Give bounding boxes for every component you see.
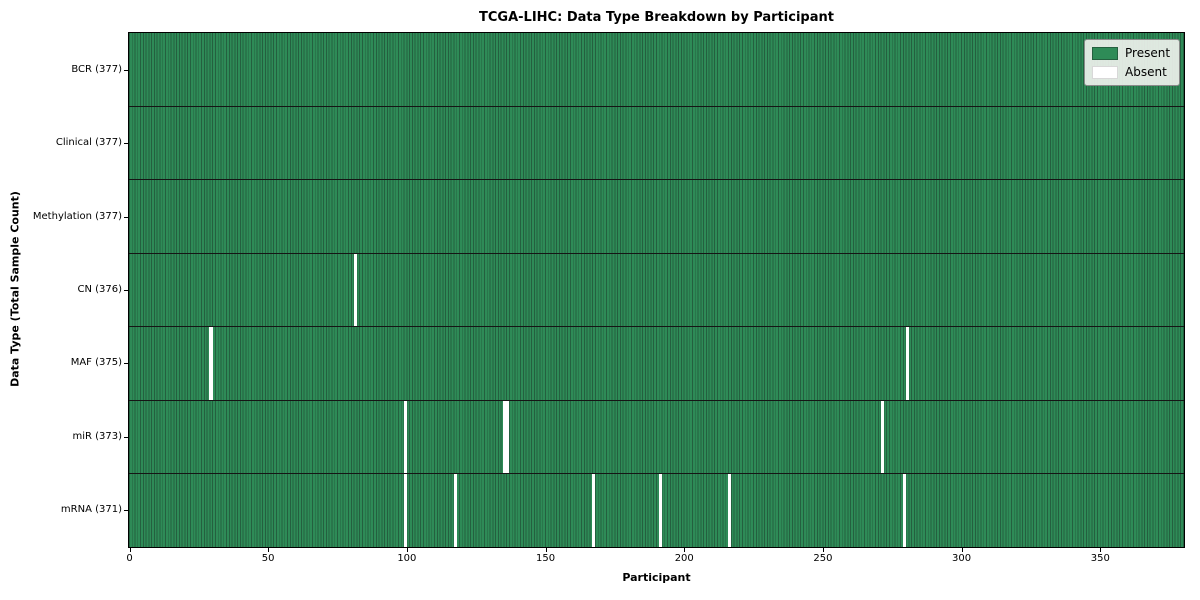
legend-item-present: Present [1092, 46, 1170, 60]
y-tick-label-miR: miR (373) [72, 430, 122, 442]
heatmap-row-CN [129, 253, 1184, 328]
heatmap-row-BCR [129, 33, 1184, 107]
legend-label-absent: Absent [1125, 65, 1167, 79]
absent-gap [592, 474, 596, 548]
y-tick-label-mRNA: mRNA (371) [60, 503, 122, 515]
legend-label-present: Present [1125, 46, 1171, 60]
legend-swatch-present [1092, 46, 1118, 60]
legend: Present Absent [1084, 39, 1181, 86]
absent-gap [403, 400, 407, 474]
y-tick-mark [124, 509, 128, 511]
absent-gap [453, 474, 457, 548]
heatmap-row-mRNA [129, 474, 1184, 548]
y-tick-label-BCR: BCR (377) [71, 64, 122, 76]
x-tick-label: 300 [952, 553, 972, 564]
legend-swatch-absent [1092, 65, 1118, 79]
legend-item-absent: Absent [1092, 65, 1170, 79]
x-tick-label: 250 [813, 553, 833, 564]
y-tick-mark [124, 216, 128, 218]
x-tick-mark [129, 548, 131, 552]
absent-gap [209, 327, 213, 400]
x-tick-label: 350 [1090, 553, 1110, 564]
x-tick-mark [684, 548, 686, 552]
x-tick-mark [406, 548, 408, 552]
absent-gap [503, 400, 507, 474]
x-tick-mark [268, 548, 270, 552]
plot-area [128, 32, 1185, 548]
heatmap-row-Clinical [129, 106, 1184, 181]
heatmap-row-miR [129, 400, 1184, 475]
x-tick-mark [961, 548, 963, 552]
heatmap-row-MAF [129, 327, 1184, 401]
chart-title: TCGA-LIHC: Data Type Breakdown by Partic… [479, 10, 834, 25]
x-tick-mark [822, 548, 824, 552]
y-tick-label-CN: CN (376) [77, 284, 122, 295]
y-tick-label-MAF: MAF (375) [70, 357, 122, 369]
absent-gap [506, 400, 510, 474]
x-tick-mark [545, 548, 547, 552]
absent-gap [880, 400, 884, 474]
x-tick-label: 200 [674, 553, 694, 564]
y-tick-label-Methylation: Methylation (377) [32, 210, 122, 222]
y-tick-mark [124, 70, 128, 72]
y-axis-title: Data Type (Total Sample Count) [8, 191, 22, 387]
absent-gap [403, 474, 407, 548]
y-tick-mark [124, 290, 128, 291]
x-tick-label: 100 [397, 553, 417, 564]
x-tick-mark [1100, 548, 1102, 552]
y-tick-mark [124, 436, 128, 438]
heatmap-row-Methylation [129, 180, 1184, 254]
absent-gap [728, 474, 732, 548]
absent-gap [902, 474, 907, 548]
absent-gap [658, 474, 663, 548]
absent-gap [905, 327, 909, 400]
x-tick-label: 50 [261, 553, 275, 564]
x-axis-title: Participant [622, 571, 691, 584]
absent-gap [353, 253, 357, 327]
y-tick-mark [124, 363, 128, 365]
y-tick-label-Clinical: Clinical (377) [55, 137, 122, 149]
x-tick-label: 150 [536, 553, 556, 564]
y-tick-mark [124, 143, 128, 145]
x-tick-label: 0 [126, 553, 133, 564]
